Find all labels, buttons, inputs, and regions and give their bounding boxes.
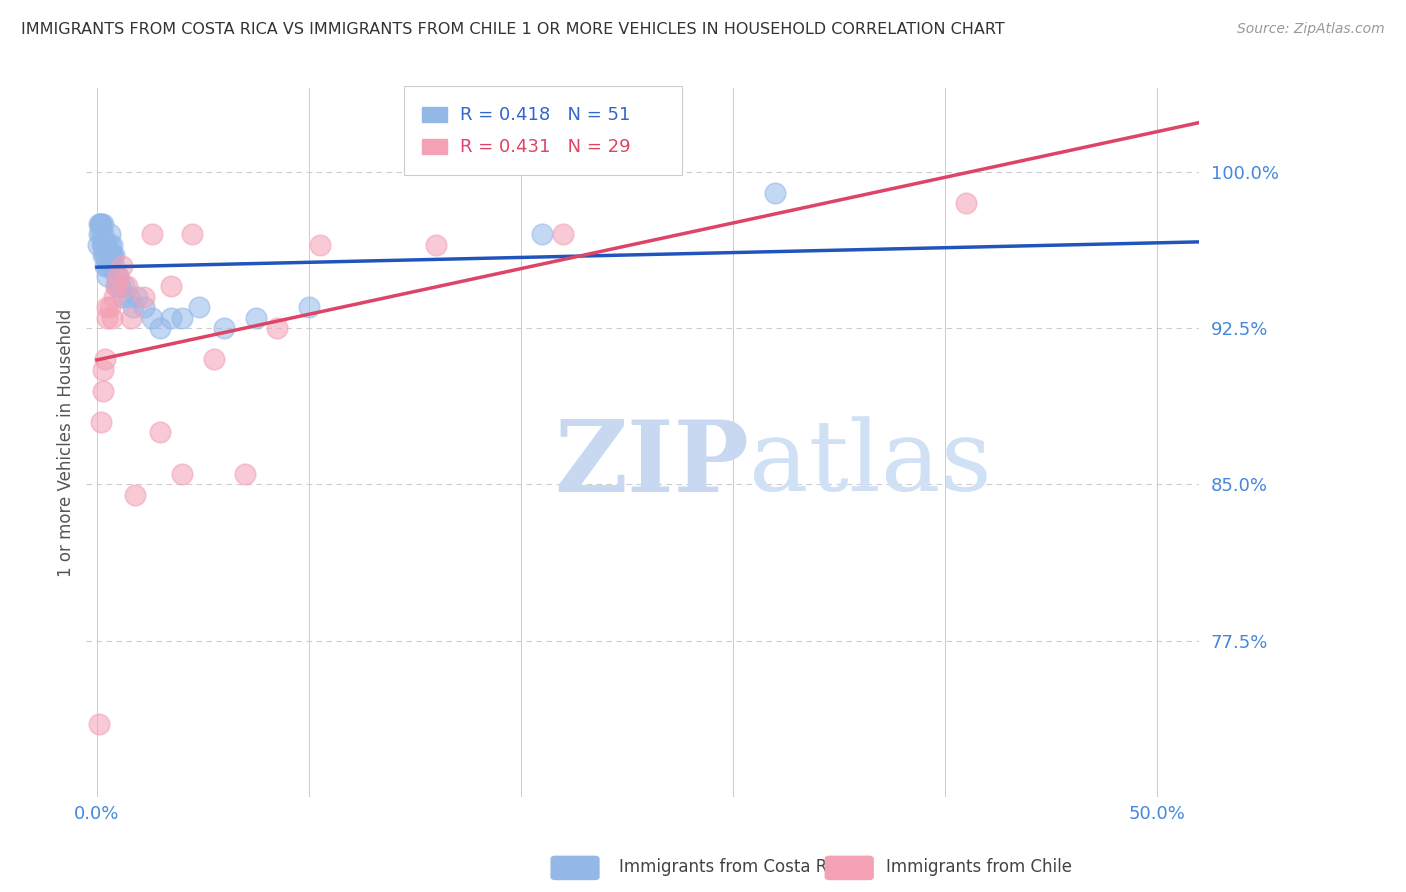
Point (141, 227, 163, 242)
Point (202, 352, 225, 367)
Text: Source: ZipAtlas.com: Source: ZipAtlas.com (1237, 22, 1385, 37)
Point (100, 248, 122, 262)
Point (90, 227, 112, 242)
Point (104, 279, 127, 293)
Point (96, 310, 118, 325)
Point (87, 217, 110, 231)
Point (91, 237, 114, 252)
Text: R = 0.431   N = 29: R = 0.431 N = 29 (460, 137, 631, 155)
Point (531, 227, 554, 242)
Point (87, 227, 110, 242)
Text: IMMIGRANTS FROM COSTA RICA VS IMMIGRANTS FROM CHILE 1 OR MORE VEHICLES IN HOUSEH: IMMIGRANTS FROM COSTA RICA VS IMMIGRANTS… (21, 22, 1005, 37)
Point (90, 217, 112, 231)
Point (181, 227, 204, 242)
Point (98, 248, 121, 262)
Point (91, 217, 114, 231)
Point (170, 310, 193, 325)
Point (94, 237, 117, 252)
Point (98, 227, 121, 242)
Text: ZIP: ZIP (554, 416, 748, 513)
FancyBboxPatch shape (404, 87, 682, 175)
Point (187, 300, 209, 314)
FancyBboxPatch shape (422, 139, 447, 154)
Point (118, 290, 141, 304)
Point (160, 310, 183, 325)
Point (111, 290, 134, 304)
Point (107, 268, 129, 283)
Point (298, 300, 321, 314)
Point (104, 268, 127, 283)
Point (94, 248, 117, 262)
Point (122, 300, 145, 314)
Point (96, 237, 118, 252)
Point (124, 488, 146, 502)
Point (120, 310, 142, 325)
Point (98, 300, 121, 314)
Point (87, 237, 110, 252)
Text: Immigrants from Costa Rica: Immigrants from Costa Rica (619, 858, 851, 876)
Point (111, 259, 134, 273)
Point (149, 425, 172, 440)
Point (110, 279, 132, 293)
Point (955, 196, 977, 211)
Point (170, 467, 193, 481)
Point (115, 279, 138, 293)
Y-axis label: 1 or more Vehicles in Household: 1 or more Vehicles in Household (58, 309, 75, 577)
Point (91, 363, 114, 377)
Text: Immigrants from Chile: Immigrants from Chile (886, 858, 1071, 876)
Point (96, 248, 118, 262)
Point (87, 717, 110, 731)
Point (160, 279, 183, 293)
Point (94, 248, 117, 262)
Point (149, 321, 172, 335)
Point (132, 290, 155, 304)
Point (127, 290, 149, 304)
Point (100, 237, 122, 252)
Point (98, 259, 121, 273)
Text: R = 0.418   N = 51: R = 0.418 N = 51 (460, 105, 631, 124)
FancyBboxPatch shape (422, 107, 447, 122)
Point (107, 268, 129, 283)
Point (96, 259, 118, 273)
Point (103, 259, 125, 273)
Point (89, 217, 111, 231)
Point (94, 352, 117, 367)
Point (266, 321, 288, 335)
Point (96, 268, 118, 283)
Point (132, 300, 155, 314)
Point (308, 237, 330, 252)
Point (245, 310, 267, 325)
Point (763, 186, 786, 200)
Point (103, 248, 125, 262)
Point (100, 248, 122, 262)
Point (93, 237, 115, 252)
Point (103, 290, 125, 304)
Point (91, 227, 114, 242)
Point (91, 248, 114, 262)
Text: atlas: atlas (748, 417, 991, 512)
Point (553, 227, 575, 242)
Point (212, 321, 235, 335)
Point (104, 279, 127, 293)
Point (91, 384, 114, 398)
Point (141, 310, 163, 325)
Point (425, 237, 447, 252)
Point (90, 415, 112, 429)
Point (91, 237, 114, 252)
Point (114, 279, 136, 293)
Point (100, 310, 122, 325)
Point (96, 300, 118, 314)
Point (90, 217, 112, 231)
Point (107, 279, 129, 293)
Point (98, 237, 121, 252)
Point (94, 259, 117, 273)
Point (233, 467, 256, 481)
